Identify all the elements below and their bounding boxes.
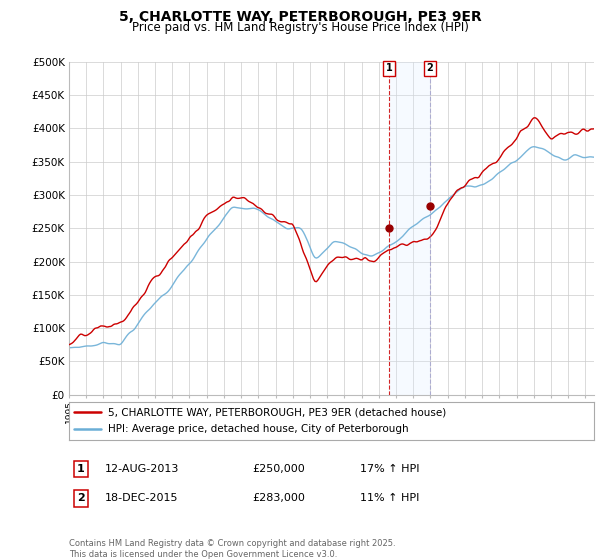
Text: 17% ↑ HPI: 17% ↑ HPI xyxy=(360,464,419,474)
Text: 2: 2 xyxy=(77,493,85,503)
Text: HPI: Average price, detached house, City of Peterborough: HPI: Average price, detached house, City… xyxy=(109,424,409,434)
Text: 1: 1 xyxy=(77,464,85,474)
Bar xyxy=(389,62,430,395)
Text: 5, CHARLOTTE WAY, PETERBOROUGH, PE3 9ER: 5, CHARLOTTE WAY, PETERBOROUGH, PE3 9ER xyxy=(119,10,481,24)
Text: Price paid vs. HM Land Registry's House Price Index (HPI): Price paid vs. HM Land Registry's House … xyxy=(131,21,469,34)
Text: 18-DEC-2015: 18-DEC-2015 xyxy=(105,493,179,503)
Text: 5, CHARLOTTE WAY, PETERBOROUGH, PE3 9ER (detached house): 5, CHARLOTTE WAY, PETERBOROUGH, PE3 9ER … xyxy=(109,407,446,417)
Text: Contains HM Land Registry data © Crown copyright and database right 2025.
This d: Contains HM Land Registry data © Crown c… xyxy=(69,539,395,559)
Text: 2: 2 xyxy=(427,63,433,73)
Text: £283,000: £283,000 xyxy=(252,493,305,503)
Text: 12-AUG-2013: 12-AUG-2013 xyxy=(105,464,179,474)
Text: £250,000: £250,000 xyxy=(252,464,305,474)
Text: 1: 1 xyxy=(386,63,392,73)
Text: 11% ↑ HPI: 11% ↑ HPI xyxy=(360,493,419,503)
